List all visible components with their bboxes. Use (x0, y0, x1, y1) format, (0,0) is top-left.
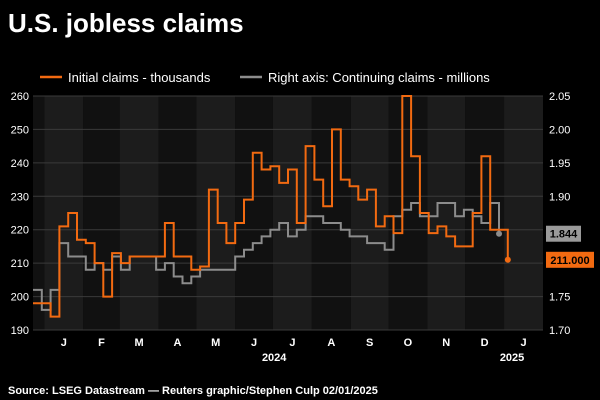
month-tick-label: A (327, 337, 335, 349)
month-band (119, 96, 159, 330)
right-tick-label: 1.90 (549, 191, 570, 203)
continuing-last-value-badge (546, 225, 581, 242)
continuing-last-value-label: 1.844 (550, 229, 578, 241)
month-tick-label: J (61, 337, 67, 349)
right-axis: 1.701.751.801.851.901.952.002.05 (549, 91, 570, 337)
left-tick-label: 220 (11, 225, 29, 237)
month-band (427, 96, 466, 330)
initial-claims-line (33, 95, 509, 318)
left-tick-label: 190 (11, 325, 29, 337)
gridlines (33, 95, 543, 331)
month-tick-label: M (211, 337, 220, 349)
initial-last-value-badge (546, 251, 594, 268)
month-band (33, 96, 45, 330)
series-lines (33, 95, 509, 318)
left-tick-label: 230 (11, 191, 29, 203)
month-tick-label: N (442, 337, 450, 349)
month-band (83, 96, 120, 330)
right-tick-label: 1.70 (549, 325, 570, 337)
last-value-badges: 1.844 211.000 (496, 225, 594, 268)
year-tick-label: 2025 (500, 352, 524, 364)
month-tick-label: J (520, 337, 526, 349)
left-tick-label: 200 (11, 292, 29, 304)
legend-label-continuing: Right axis: Continuing claims - millions (268, 70, 490, 85)
left-axis: 190 200 210 220 230 240 250 260 (11, 91, 29, 337)
right-tick-label: 1.95 (549, 158, 570, 170)
right-tick-label: 1.75 (549, 292, 570, 304)
month-tick-label: M (135, 337, 144, 349)
month-tick-label: D (481, 337, 489, 349)
month-tick-label: J (251, 337, 257, 349)
month-band (196, 96, 236, 330)
month-band (350, 96, 389, 330)
right-tick-label: 2.00 (549, 124, 570, 136)
year-tick-label: 2024 (262, 352, 287, 364)
month-band (504, 96, 543, 330)
month-tick-label: O (404, 337, 413, 349)
month-bands (33, 96, 543, 330)
source-note: Source: LSEG Datastream — Reuters graphi… (8, 385, 378, 397)
month-tick-label: F (98, 337, 105, 349)
left-tick-label: 240 (11, 158, 29, 170)
initial-end-marker (504, 256, 511, 263)
month-tick-label: A (173, 337, 181, 349)
continuing-end-marker (496, 230, 503, 237)
month-tick-label: J (289, 337, 295, 349)
chart-title: U.S. jobless claims (8, 8, 244, 38)
legend-label-initial: Initial claims - thousands (68, 70, 211, 85)
month-tick-label: S (366, 337, 373, 349)
legend: Initial claims - thousands Right axis: C… (40, 70, 490, 85)
left-tick-label: 250 (11, 124, 29, 136)
left-tick-label: 210 (11, 258, 29, 270)
left-tick-label: 260 (11, 91, 29, 103)
right-tick-label: 2.05 (549, 91, 570, 103)
continuing-claims-line (33, 202, 500, 311)
month-band (158, 96, 197, 330)
month-band (465, 96, 505, 330)
initial-last-value-label: 211.000 (550, 255, 589, 267)
month-band (235, 96, 273, 330)
